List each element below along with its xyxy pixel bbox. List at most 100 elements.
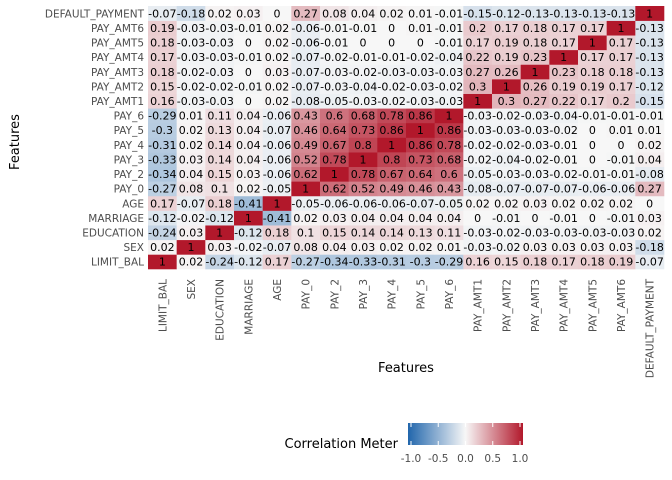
heatmap-cell — [520, 35, 550, 51]
heatmap-cell — [148, 225, 177, 241]
heatmap-cell-label: -0.34 — [320, 256, 348, 269]
heatmap-cell-label: -0.03 — [521, 124, 549, 137]
heatmap-cell-label: 0.18 — [580, 66, 605, 79]
heatmap-cell — [434, 181, 464, 197]
color-legend: Correlation Meter -1.0 -0.5 0.0 0.5 1.0 — [285, 423, 528, 465]
heatmap-cell — [176, 64, 206, 80]
heatmap-cell — [320, 181, 349, 197]
heatmap-cell — [606, 210, 636, 226]
heatmap-cell-label: 0.02 — [265, 51, 290, 64]
heatmap-cell — [148, 195, 177, 211]
heatmap-cell — [262, 122, 292, 138]
heatmap-cell — [463, 64, 493, 80]
heatmap-cell-label: -0.01 — [320, 37, 348, 50]
heatmap-cell — [262, 93, 292, 109]
heatmap-cell-label: -0.06 — [377, 197, 405, 210]
heatmap-cell — [377, 195, 407, 211]
heatmap-cell-label: -0.03 — [521, 110, 549, 123]
heatmap-cell-label: 1 — [159, 256, 166, 269]
heatmap-cell-label: 0.27 — [465, 66, 490, 79]
heatmap-cell — [262, 152, 292, 168]
heatmap-cell-label: 0.67 — [379, 168, 404, 181]
heatmap-cell-label: 0.19 — [494, 37, 519, 50]
heatmap-cell — [406, 137, 435, 153]
heatmap-cell — [348, 20, 378, 36]
heatmap-cell-label: -0.01 — [578, 110, 606, 123]
heatmap-cell-label: 0.17 — [609, 80, 634, 93]
x-tick-label: PAY_AMT2 — [501, 279, 513, 332]
heatmap-cell — [320, 49, 349, 65]
heatmap-cell-label: -0.01 — [549, 139, 577, 152]
heatmap-cell — [606, 239, 636, 255]
heatmap-cell — [549, 64, 579, 80]
heatmap-cell-label: 0.78 — [322, 153, 347, 166]
heatmap-cell — [262, 6, 292, 21]
heatmap-cell — [434, 79, 464, 94]
heatmap-cell — [291, 6, 321, 21]
heatmap-cell — [434, 108, 464, 124]
heatmap-cell — [578, 225, 607, 241]
heatmap-cell-label: -0.08 — [635, 168, 663, 181]
heatmap-cell — [578, 20, 607, 36]
heatmap-cell-label: 0.86 — [408, 139, 433, 152]
heatmap-cell-label: -0.03 — [177, 95, 205, 108]
y-tick-label: LIMIT_BAL — [91, 257, 144, 269]
heatmap-cell — [205, 93, 235, 109]
heatmap-cell-label: 0.62 — [322, 183, 347, 196]
heatmap-cell-label: 0.15 — [322, 226, 347, 239]
heatmap-cell — [176, 20, 206, 36]
heatmap-cell — [291, 239, 321, 255]
heatmap-cell-label: -0.03 — [205, 51, 233, 64]
legend-title: Correlation Meter — [285, 437, 399, 452]
heatmap-cell — [262, 195, 292, 211]
heatmap-cell-label: -0.27 — [291, 256, 319, 269]
heatmap-cell-label: 0 — [589, 153, 596, 166]
heatmap-cell — [291, 108, 321, 124]
heatmap-cell — [520, 93, 550, 109]
heatmap-cell-label: 0.15 — [150, 80, 175, 93]
heatmap-cell — [549, 181, 579, 197]
heatmap-cell — [549, 93, 579, 109]
x-tick-label: MARRIAGE — [243, 279, 255, 335]
heatmap-cell — [463, 93, 493, 109]
heatmap-cell — [434, 225, 464, 241]
heatmap-cell — [578, 137, 607, 153]
heatmap-cell — [406, 152, 435, 168]
heatmap-cell — [320, 152, 349, 168]
heatmap-cell — [578, 79, 607, 94]
heatmap-cell — [606, 195, 636, 211]
heatmap-cell — [635, 152, 665, 168]
heatmap-cell-label: 0.18 — [207, 197, 232, 210]
heatmap-cell — [463, 79, 493, 94]
heatmap-cell — [520, 166, 550, 182]
heatmap-cell-label: -0.01 — [607, 153, 635, 166]
heatmap-cell-label: -0.03 — [406, 66, 434, 79]
heatmap-cell-label: 0.17 — [580, 95, 605, 108]
heatmap-cell-label: 0.18 — [580, 256, 605, 269]
heatmap-cell-label: -0.3 — [152, 124, 173, 137]
heatmap-cell-label: 0.19 — [551, 80, 576, 93]
heatmap-cell-label: -0.02 — [234, 241, 262, 254]
heatmap-cell — [463, 195, 493, 211]
heatmap-cell — [348, 122, 378, 138]
heatmap-cell-label: -0.13 — [521, 7, 549, 20]
heatmap-cell — [492, 137, 521, 153]
heatmap-cell-label: 0.13 — [207, 124, 232, 137]
x-tick-label: PAY_4 — [387, 279, 399, 310]
heatmap-cell-label: 1 — [360, 153, 367, 166]
heatmap-cell-label: 0.11 — [437, 226, 462, 239]
heatmap-cell-label: 0.03 — [551, 241, 576, 254]
heatmap-cell — [348, 254, 378, 270]
heatmap-cell-label: -0.13 — [635, 22, 663, 35]
heatmap-cell — [434, 6, 464, 21]
heatmap-cell-label: 1 — [560, 51, 567, 64]
heatmap-cell — [606, 254, 636, 270]
heatmap-cell — [234, 152, 263, 168]
heatmap-cell-label: -0.03 — [377, 66, 405, 79]
heatmap-cell — [176, 166, 206, 182]
heatmap-cell-label: 0.14 — [379, 226, 404, 239]
heatmap-cell — [262, 137, 292, 153]
heatmap-cell — [406, 166, 435, 182]
heatmap-cell — [578, 6, 607, 21]
heatmap-cell-label: -0.07 — [635, 256, 663, 269]
